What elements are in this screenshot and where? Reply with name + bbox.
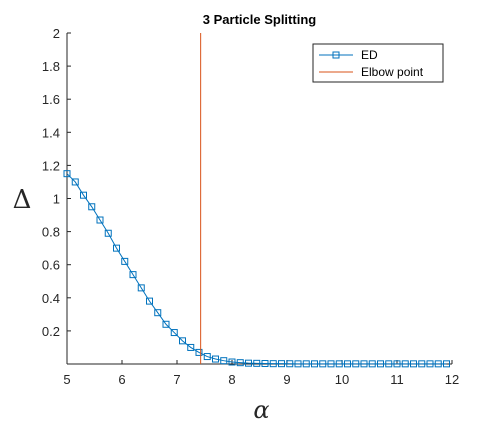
data-point-marker	[104, 229, 112, 237]
x-axis-label: α	[253, 396, 269, 424]
y-tick-label: 2	[53, 26, 60, 41]
y-tick-label: 0.4	[42, 291, 60, 306]
data-point-marker	[228, 358, 236, 366]
y-tick-label: 0.6	[42, 258, 60, 273]
data-point-marker	[294, 360, 302, 368]
x-tick-label: 9	[283, 372, 290, 387]
y-tick-label: 1.8	[42, 59, 60, 74]
x-tick-label: 11	[390, 372, 404, 387]
data-point-marker	[401, 360, 409, 368]
data-point-marker	[80, 191, 87, 199]
data-point-marker	[253, 359, 261, 367]
data-point-marker	[88, 203, 96, 211]
data-point-marker	[311, 360, 318, 368]
data-point-marker	[410, 360, 417, 368]
chart-title: 3 Particle Splitting	[203, 12, 316, 27]
data-point-marker	[368, 360, 376, 368]
y-tick-label: 1.4	[42, 125, 60, 140]
data-point-marker	[434, 360, 442, 368]
plot-area: 5 6 7 8 9 10 11 12 0.2 0.4 0.6 0.8 1 1.2 1.4 1.6 1.8 2 3 P…	[13, 12, 460, 424]
data-point-marker	[286, 360, 294, 368]
legend: ED Elbow point	[312, 43, 444, 83]
data-point-marker	[385, 360, 393, 368]
data-point-marker	[179, 337, 186, 345]
data-point-marker	[129, 271, 137, 279]
y-tick-label: 0.8	[42, 225, 60, 240]
y-tick-label: 1.6	[42, 92, 60, 107]
data-point-marker	[236, 359, 244, 367]
data-point-marker	[245, 359, 252, 367]
x-tick-label: 8	[228, 372, 235, 387]
data-point-marker	[220, 357, 228, 365]
data-point-marker	[63, 170, 71, 178]
data-point-marker	[377, 360, 384, 368]
data-point-marker	[113, 244, 120, 252]
data-point-marker	[360, 360, 368, 368]
data-point-marker	[344, 360, 351, 368]
x-tick-label: 7	[173, 372, 180, 387]
y-axis-label: Δ	[13, 185, 32, 215]
data-point-marker	[426, 360, 434, 368]
y-tick-label: 1	[53, 192, 60, 207]
legend-label: Elbow point	[361, 65, 424, 79]
data-point-marker	[96, 216, 104, 224]
data-point-marker	[212, 355, 219, 363]
data-point-marker	[319, 360, 327, 368]
data-point-marker	[261, 360, 269, 368]
data-point-marker	[278, 360, 285, 368]
legend-label: ED	[361, 48, 378, 62]
data-point-marker	[71, 178, 79, 186]
data-point-marker	[302, 360, 310, 368]
data-point-marker	[393, 360, 401, 368]
legend-box	[312, 43, 444, 83]
axes-background	[67, 33, 452, 364]
x-tick-label: 10	[335, 372, 349, 387]
x-tick-label: 5	[63, 372, 70, 387]
data-point-marker	[327, 360, 335, 368]
x-tick-label: 6	[118, 372, 125, 387]
data-point-marker	[121, 257, 129, 265]
legend-marker-ed	[332, 51, 340, 59]
y-tick-label: 0.2	[42, 324, 60, 339]
data-point-marker	[195, 348, 203, 356]
data-point-marker	[187, 343, 195, 351]
data-point-marker	[154, 309, 162, 317]
data-point-marker	[443, 360, 450, 368]
data-point-marker	[418, 360, 426, 368]
data-point-marker	[137, 284, 145, 292]
data-point-marker	[170, 329, 178, 337]
x-tick-label: 12	[445, 372, 459, 387]
y-tick-label: 1.2	[42, 158, 60, 173]
data-point-marker	[352, 360, 360, 368]
data-point-marker	[269, 360, 277, 368]
data-point-marker	[203, 353, 211, 361]
data-point-marker	[146, 297, 153, 305]
data-point-marker	[335, 360, 343, 368]
data-point-marker	[162, 320, 170, 328]
